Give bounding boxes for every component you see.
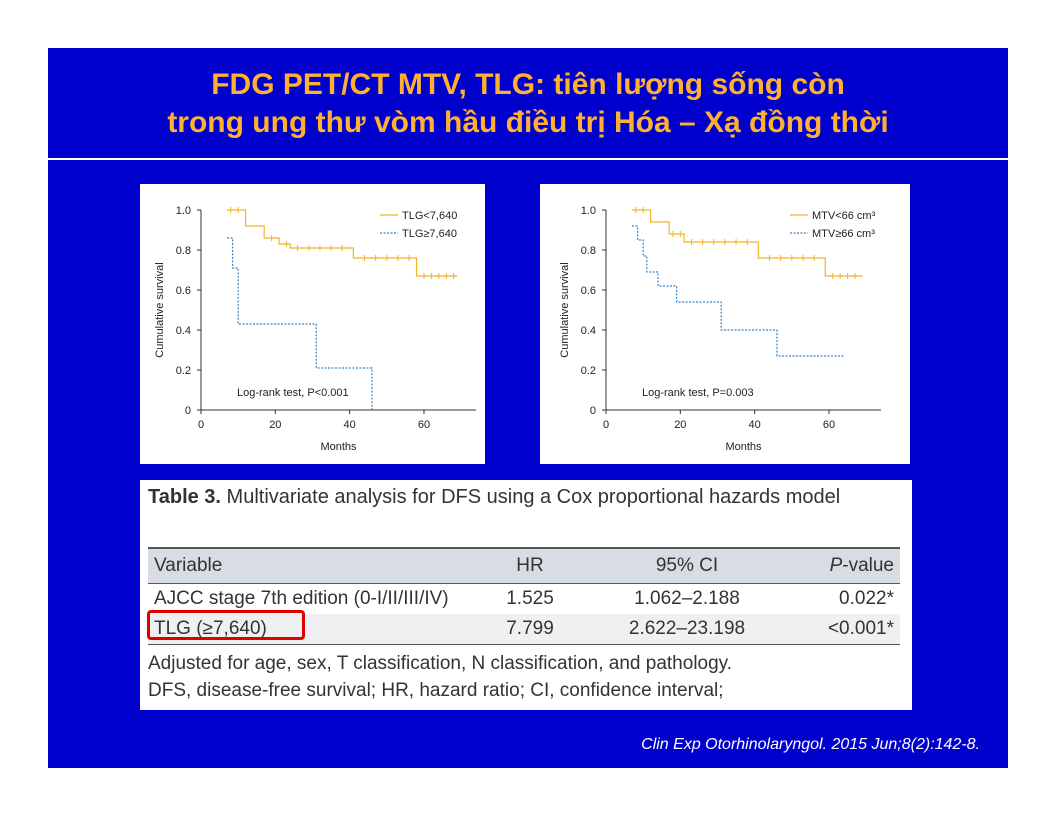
km-chart-mtv: 0 0.2 0.4 0.6 0.8 1.0 0 20 40 60 Months Cumulative …	[540, 184, 910, 464]
multivariate-table-panel: Table 3. Multivariate analysis for DFS u…	[140, 480, 912, 710]
y-tick-label: 0	[185, 405, 191, 417]
title-line-1: FDG PET/CT MTV, TLG: tiên lượng sống còn	[211, 68, 845, 101]
legend-label: MTV<66 cm³	[812, 210, 876, 222]
y-tick-label: 0.4	[581, 325, 596, 337]
log-rank-annotation: Log-rank test, P=0.003	[642, 387, 754, 399]
cell-p-value: 0.022*	[839, 588, 894, 609]
title-divider	[48, 158, 1008, 160]
x-axis-label: Months	[725, 441, 762, 453]
y-tick-label: 0.2	[581, 365, 596, 377]
legend-label: TLG<7,640	[402, 210, 457, 222]
y-axis-label: Cumulative survival	[559, 262, 571, 357]
x-tick-label: 0	[198, 419, 204, 431]
table-header-row: Variable HR 95% CI P-value	[148, 547, 900, 584]
y-tick-label: 0.8	[176, 245, 191, 257]
cell-ci: 2.622–23.198	[596, 614, 778, 645]
header-p-prefix: P	[829, 555, 843, 576]
cell-p-value: <0.001*	[778, 614, 900, 645]
citation: Clin Exp Otorhinolaryngol. 2015 Jun;8(2)…	[641, 736, 980, 753]
cox-model-table: Variable HR 95% CI P-value AJCC stage 7t…	[148, 547, 900, 645]
y-tick-label: 0.6	[581, 285, 596, 297]
header-ci: 95% CI	[596, 547, 778, 584]
km-chart-tlg-svg: 0 0.2 0.4 0.6 0.8 1.0 0 20 40 60 Months Cumulative …	[154, 205, 476, 453]
y-tick-label: 1.0	[581, 205, 596, 217]
cell-variable: AJCC stage 7th edition (0-I/II/III/IV)	[154, 588, 449, 609]
cell-hr: 1.525	[506, 588, 554, 609]
table-caption-text: Multivariate analysis for DFS using a Co…	[221, 486, 841, 508]
table-caption: Table 3. Multivariate analysis for DFS u…	[148, 484, 908, 511]
x-tick-label: 60	[823, 419, 835, 431]
survival-curve	[632, 209, 863, 277]
x-axis-label: Months	[320, 441, 357, 453]
km-chart-mtv-svg: 0 0.2 0.4 0.6 0.8 1.0 0 20 40 60 Months Cumulative …	[559, 205, 881, 453]
table-row: TLG (≥7,640) 7.799 2.622–23.198 <0.001*	[148, 614, 900, 645]
cell-ci: 1.062–2.188	[634, 588, 740, 609]
y-tick-label: 0	[590, 405, 596, 417]
header-p-value: P-value	[778, 547, 900, 584]
slide-title: FDG PET/CT MTV, TLG: tiên lượng sống còn…	[48, 66, 1008, 142]
x-tick-label: 20	[269, 419, 281, 431]
x-tick-label: 0	[603, 419, 609, 431]
title-line-2: trong ung thư vòm hầu điều trị Hóa – Xạ …	[167, 106, 889, 139]
header-variable: Variable	[148, 547, 464, 584]
table-footnote: Adjusted for age, sex, T classification,…	[148, 650, 908, 704]
y-tick-label: 0.6	[176, 285, 191, 297]
cell-variable: TLG (≥7,640)	[148, 614, 464, 645]
km-chart-tlg: 0 0.2 0.4 0.6 0.8 1.0 0 20 40 60 Months Cumulative …	[140, 184, 485, 464]
table-caption-label: Table 3.	[148, 486, 221, 508]
y-tick-label: 0.4	[176, 325, 191, 337]
x-tick-label: 20	[674, 419, 686, 431]
footnote-line-2: DFS, disease-free survival; HR, hazard r…	[148, 680, 724, 701]
footnote-line-1: Adjusted for age, sex, T classification,…	[148, 653, 733, 674]
log-rank-annotation: Log-rank test, P<0.001	[237, 387, 349, 399]
slide: FDG PET/CT MTV, TLG: tiên lượng sống còn…	[48, 48, 1008, 768]
table-row: AJCC stage 7th edition (0-I/II/III/IV) 1…	[148, 584, 900, 615]
y-tick-label: 1.0	[176, 205, 191, 217]
survival-curve	[227, 237, 373, 410]
cell-hr: 7.799	[464, 614, 596, 645]
x-tick-label: 40	[344, 419, 356, 431]
x-tick-label: 60	[418, 419, 430, 431]
survival-curve	[632, 225, 844, 357]
y-axis-label: Cumulative survival	[154, 262, 166, 357]
header-hr: HR	[464, 547, 596, 584]
header-p-suffix: -value	[842, 555, 894, 576]
legend-label: MTV≥66 cm³	[812, 228, 875, 240]
x-tick-label: 40	[749, 419, 761, 431]
survival-curve	[227, 209, 458, 277]
tlg-highlight-box	[147, 610, 305, 640]
y-tick-label: 0.8	[581, 245, 596, 257]
legend-label: TLG≥7,640	[402, 228, 457, 240]
y-tick-label: 0.2	[176, 365, 191, 377]
